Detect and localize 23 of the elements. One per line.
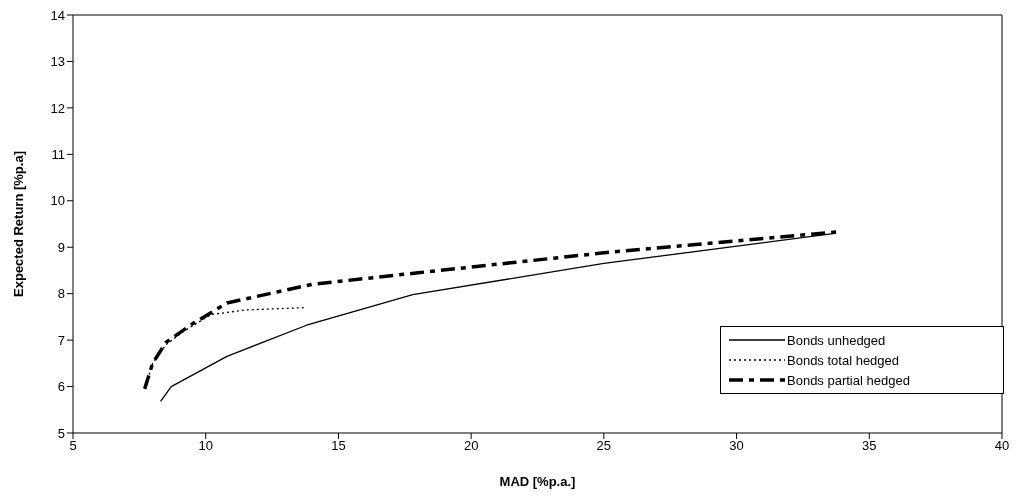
y-tick-label: 9: [57, 239, 65, 255]
y-tick-label: 8: [57, 286, 65, 302]
x-tick-label: 35: [862, 438, 877, 454]
x-tick-label: 5: [69, 438, 77, 454]
y-axis-title: Expected Return [%p.a]: [10, 151, 26, 297]
x-axis-title: MAD [%p.a.]: [499, 474, 576, 489]
x-tick-label: 40: [994, 438, 1010, 454]
x-tick-label: 20: [463, 438, 479, 454]
y-tick-label: 13: [50, 54, 65, 70]
legend-label: Bonds partial hedged: [787, 372, 910, 388]
x-tick-label: 30: [729, 438, 744, 454]
y-tick-label: 6: [57, 379, 65, 395]
x-tick-label: 10: [198, 438, 213, 454]
y-tick-label: 12: [50, 100, 65, 116]
y-tick-label: 10: [50, 193, 65, 209]
y-tick-label: 14: [50, 7, 65, 23]
y-tick-label: 7: [57, 332, 65, 348]
y-tick-label: 5: [57, 425, 65, 441]
x-tick-label: 25: [596, 438, 612, 454]
x-tick-label: 15: [331, 438, 346, 454]
y-tick-label: 11: [51, 146, 65, 162]
legend-label: Bonds unhedged: [787, 332, 886, 348]
legend-label: Bonds total hedged: [787, 352, 900, 368]
